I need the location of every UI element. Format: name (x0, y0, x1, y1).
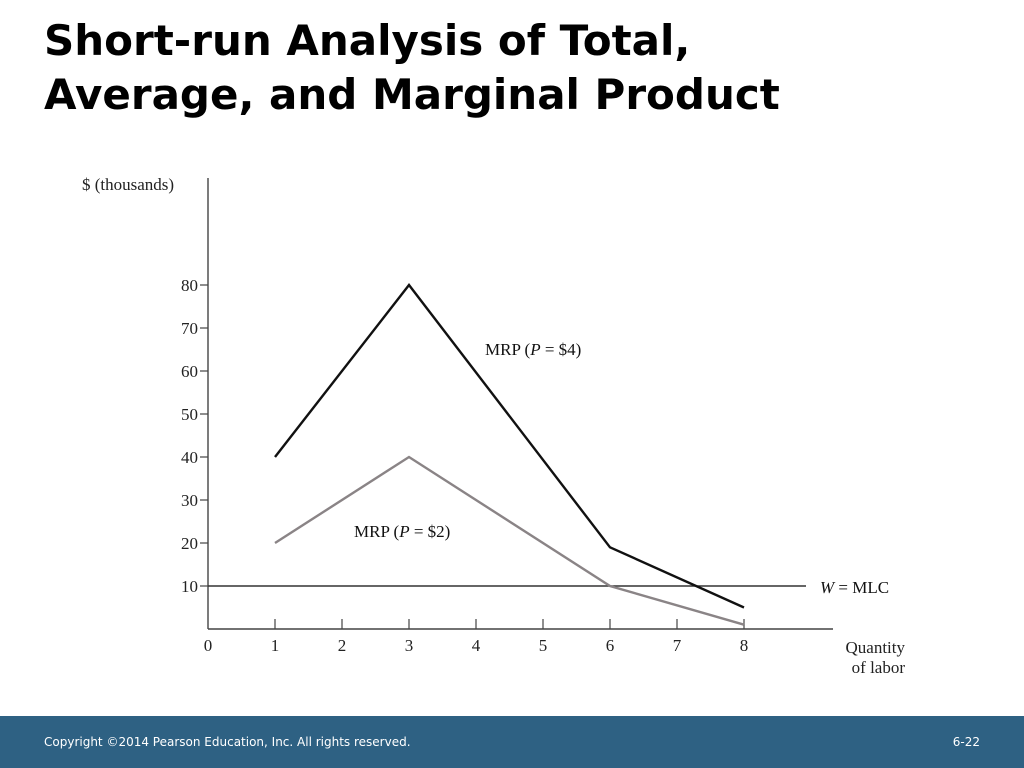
x-tick-label: 3 (405, 636, 414, 655)
label-part: = MLC (834, 578, 889, 597)
y-tick-label: 20 (181, 534, 198, 553)
slide-title-line-2: Average, and Marginal Product (44, 70, 780, 119)
y-tick-label: 10 (181, 577, 198, 596)
y-tick-label: 70 (181, 319, 198, 338)
mrp-chart: $ (thousands) Quantity of labor 10203040… (82, 175, 906, 677)
series-layer (208, 283, 806, 626)
slide-title-line-1: Short-run Analysis of Total, (44, 16, 691, 65)
label-part: = $2) (410, 522, 451, 541)
series-label-mrp-p4: MRP (P = $4) (485, 340, 581, 359)
w-mlc-label: W = MLC (820, 578, 889, 597)
x-tick-label: 2 (338, 636, 347, 655)
x-tick-label: 4 (472, 636, 481, 655)
y-tick-label: 80 (181, 276, 198, 295)
x-tick-label: 0 (204, 636, 213, 655)
y-tick-label: 50 (181, 405, 198, 424)
x-tick-label: 5 (539, 636, 548, 655)
copyright-text: Copyright ©2014 Pearson Education, Inc. … (44, 735, 411, 749)
x-tick-label: 1 (271, 636, 280, 655)
x-tick-label: 8 (740, 636, 749, 655)
y-axis-label: $ (thousands) (82, 175, 174, 194)
label-part: W (820, 578, 836, 597)
series-label-mrp-p2: MRP (P = $2) (354, 522, 450, 541)
x-axis-label-line-2: of labor (852, 658, 906, 677)
page-number: 6-22 (952, 735, 980, 749)
label-part: MRP ( (485, 340, 531, 359)
axes (207, 178, 833, 630)
slide-title: Short-run Analysis of Total, Average, an… (44, 14, 984, 122)
label-part: = $4) (541, 340, 582, 359)
y-ticks: 10 20 30 40 50 60 70 80 (181, 276, 208, 596)
label-part: P (529, 340, 540, 359)
label-part: P (398, 522, 409, 541)
x-tick-label: 7 (673, 636, 682, 655)
mrp-p4-line (274, 283, 745, 609)
footer-bar: Copyright ©2014 Pearson Education, Inc. … (0, 716, 1024, 768)
x-tick-label: 6 (606, 636, 615, 655)
label-part: MRP ( (354, 522, 400, 541)
y-tick-label: 30 (181, 491, 198, 510)
x-ticks: 0 1 2 3 4 5 6 7 8 (204, 619, 749, 655)
y-tick-label: 60 (181, 362, 198, 381)
x-axis-label-line-1: Quantity (846, 638, 906, 657)
y-tick-label: 40 (181, 448, 198, 467)
mrp-p2-line (274, 455, 745, 626)
